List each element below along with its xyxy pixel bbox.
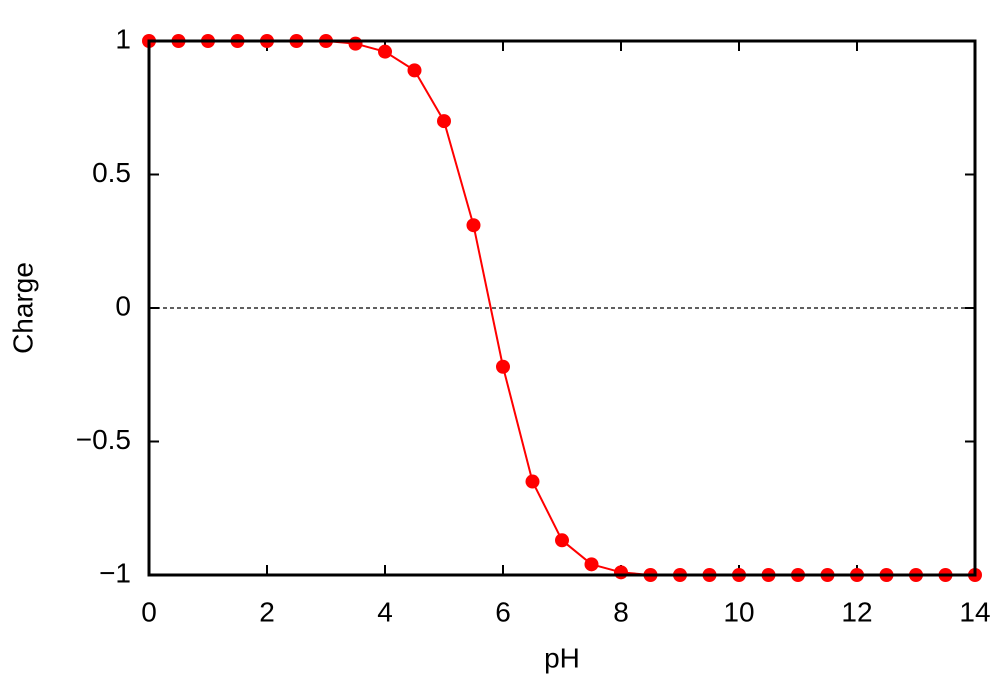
data-point	[437, 114, 451, 129]
x-tick-label: 4	[377, 596, 393, 627]
x-tick-label: 12	[841, 596, 872, 627]
y-tick-label: −0.5	[76, 424, 131, 455]
x-tick-label: 10	[723, 596, 754, 627]
x-tick-label: 2	[259, 596, 275, 627]
y-tick-label: 1	[115, 23, 131, 54]
data-point	[378, 44, 392, 59]
x-tick-label: 14	[959, 596, 990, 627]
data-point	[496, 359, 510, 374]
y-tick-label: 0.5	[92, 157, 131, 188]
x-axis-label: pH	[544, 642, 580, 673]
plot-frame	[147, 39, 977, 577]
data-point	[614, 565, 628, 580]
y-axis-label: Charge	[7, 262, 38, 354]
y-tick-label: −1	[99, 557, 131, 588]
data-point	[466, 218, 481, 233]
data-point	[348, 36, 363, 51]
x-tick-label: 8	[613, 596, 629, 627]
data-point	[555, 533, 569, 548]
data-point	[525, 474, 540, 489]
data-point	[584, 557, 599, 572]
data-point	[407, 63, 422, 78]
y-tick-label: 0	[115, 290, 131, 321]
x-tick-label: 0	[141, 596, 157, 627]
x-tick-label: 6	[495, 596, 511, 627]
